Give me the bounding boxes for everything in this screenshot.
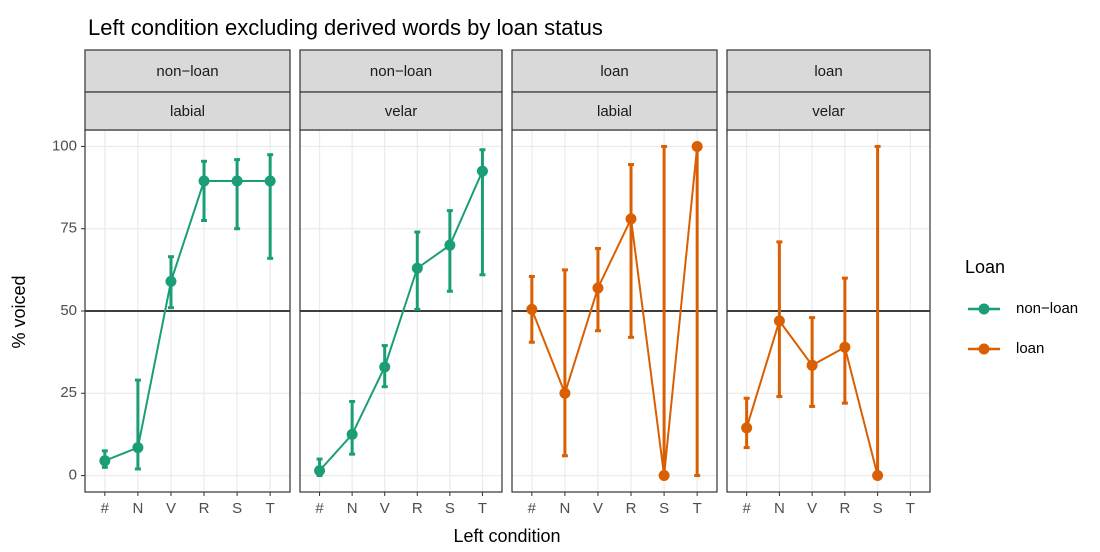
x-tick-label: #: [742, 500, 751, 517]
x-tick-label: S: [445, 500, 455, 517]
x-tick-label: V: [166, 500, 176, 517]
strip: [726, 49, 931, 93]
x-tick-label: V: [380, 500, 390, 517]
x-tick-label: N: [132, 500, 143, 517]
data-point: [379, 361, 391, 373]
x-tick-label: N: [347, 500, 358, 517]
data-point: [741, 422, 753, 434]
data-point: [444, 239, 456, 251]
x-tick-label: T: [906, 500, 915, 517]
data-point: [839, 341, 851, 353]
strip-label: labial: [170, 103, 205, 120]
y-tick-label: 75: [60, 220, 77, 237]
data-point: [773, 315, 785, 327]
data-point: [165, 275, 177, 287]
x-tick-label: R: [626, 500, 637, 517]
data-point: [132, 442, 144, 454]
data-point: [476, 165, 488, 177]
x-tick-label: S: [232, 500, 242, 517]
error-bar: [234, 158, 241, 231]
strip-label: non−loan: [370, 63, 432, 80]
x-tick-label: #: [528, 500, 537, 517]
x-tick-label: T: [266, 500, 275, 517]
x-tick-label: S: [873, 500, 883, 517]
x-tick-label: V: [807, 500, 817, 517]
data-point: [691, 140, 703, 152]
y-axis-label: % voiced: [9, 275, 29, 348]
strip: [726, 91, 931, 131]
x-tick-label: T: [693, 500, 702, 517]
data-point: [99, 455, 111, 467]
legend-marker: [978, 343, 990, 355]
data-point: [198, 175, 210, 187]
data-point: [346, 428, 358, 440]
data-point: [806, 359, 818, 371]
data-point: [264, 175, 276, 187]
x-tick-label: #: [315, 500, 324, 517]
x-tick-label: R: [412, 500, 423, 517]
strip: [299, 49, 503, 93]
y-tick-label: 100: [52, 137, 77, 154]
strip: [84, 49, 291, 93]
data-line: [530, 146, 699, 476]
x-tick-label: V: [593, 500, 603, 517]
x-tick-label: #: [101, 500, 110, 517]
strip-label: loan: [814, 63, 842, 80]
strip-label: labial: [597, 103, 632, 120]
y-tick-label: 0: [69, 467, 77, 484]
data-line: [104, 180, 271, 462]
data-point: [658, 470, 670, 482]
x-tick-label: R: [199, 500, 210, 517]
strip: [299, 91, 503, 131]
legend-label: non−loan: [1016, 300, 1078, 317]
error-bar: [201, 159, 208, 222]
data-point: [592, 282, 604, 294]
strip: [84, 91, 291, 131]
legend-label: loan: [1016, 340, 1044, 357]
x-tick-label: N: [774, 500, 785, 517]
strip-label: loan: [600, 63, 628, 80]
legend-title: Loan: [965, 257, 1005, 277]
error-bar: [446, 209, 453, 293]
data-point: [625, 213, 637, 225]
error-bar: [841, 276, 848, 405]
error-bar: [561, 268, 568, 458]
data-point: [411, 262, 423, 274]
error-bar: [267, 153, 274, 260]
y-tick-label: 25: [60, 384, 77, 401]
y-tick-label: 50: [60, 302, 77, 319]
strip-label: velar: [385, 103, 418, 120]
x-tick-label: T: [478, 500, 487, 517]
strip: [511, 91, 718, 131]
strip-label: velar: [812, 103, 845, 120]
error-bar: [134, 378, 141, 471]
x-tick-label: S: [659, 500, 669, 517]
data-point: [526, 303, 538, 315]
data-point: [314, 465, 326, 477]
data-line: [318, 170, 484, 472]
error-bar: [628, 163, 635, 339]
x-tick-label: N: [559, 500, 570, 517]
chart-title: Left condition excluding derived words b…: [88, 15, 603, 40]
strip-label: non−loan: [156, 63, 218, 80]
error-bar: [349, 400, 356, 456]
data-point: [559, 387, 571, 399]
x-axis-label: Left condition: [453, 526, 560, 546]
data-point: [872, 470, 884, 482]
data-point: [231, 175, 243, 187]
x-tick-label: R: [839, 500, 850, 517]
legend-marker: [978, 303, 990, 315]
